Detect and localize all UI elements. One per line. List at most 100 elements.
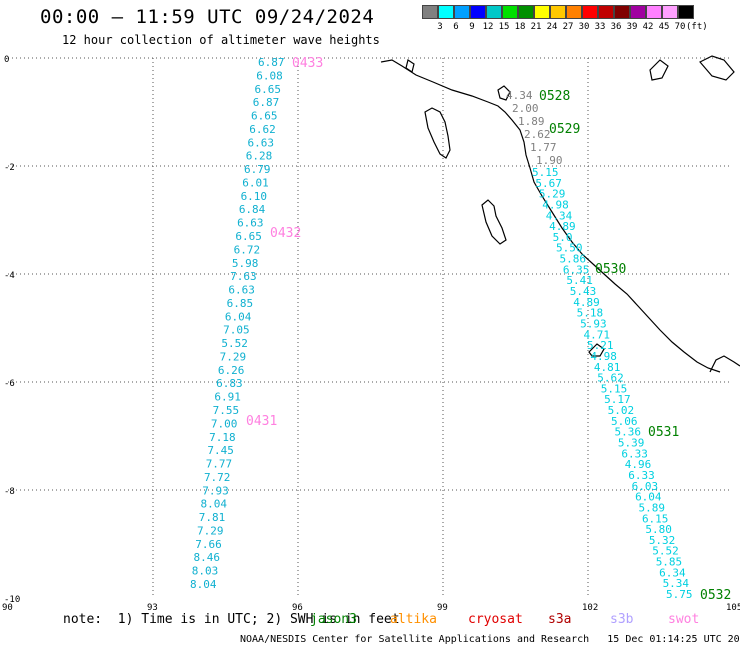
- legend-swatch: [518, 5, 534, 19]
- swh-value-east: 4.81: [594, 361, 621, 374]
- legend-label: 12: [482, 22, 494, 32]
- legend-label: 24: [546, 22, 558, 32]
- swh-value-west: 6.28: [246, 150, 272, 163]
- swh-value-east: 5.18: [577, 307, 604, 320]
- swh-value-east: 5.43: [570, 285, 597, 298]
- swh-value-west: 6.65: [251, 110, 278, 123]
- swh-value-east: 5.29: [539, 188, 566, 201]
- swh-value-west: 6.87: [258, 56, 285, 69]
- legend-label: 18: [514, 22, 526, 32]
- swh-value-east: 5.21: [587, 339, 614, 352]
- swh-value-east-shallow: 1.90: [536, 154, 563, 167]
- swh-value-west: 6.65: [235, 230, 261, 243]
- swh-value-east-shallow: 4.34: [506, 89, 533, 102]
- swh-value-east: 5.62: [597, 372, 624, 385]
- pass-time-label: 0528: [539, 89, 570, 104]
- swh-value-west: 8.46: [193, 551, 220, 564]
- legend-swatch: [646, 5, 662, 19]
- swh-value-east: 5.34: [663, 577, 690, 590]
- enggano-island: [588, 343, 605, 357]
- map-grid: [8, 57, 732, 598]
- swh-value-west: 6.08: [256, 69, 283, 82]
- legend-label: 33: [594, 22, 606, 32]
- java-west-coast: [709, 355, 740, 373]
- legend-swatch: [534, 5, 550, 19]
- color-legend: [422, 5, 694, 21]
- legend-swatch: [486, 5, 502, 19]
- swh-value-east-shallow: 1.77: [530, 141, 557, 154]
- swh-value-west: 6.63: [248, 136, 274, 149]
- nias-island: [497, 85, 511, 101]
- swh-value-east: 5.52: [652, 545, 679, 558]
- swh-value-east: 6.04: [635, 491, 662, 504]
- swh-value-west: 6.85: [227, 297, 254, 310]
- lon-label: 99: [437, 603, 448, 613]
- swh-value-west: 6.91: [214, 391, 241, 404]
- coastline: [380, 55, 740, 373]
- swh-value-east: 5.89: [639, 501, 666, 514]
- legend-swatch: [502, 5, 518, 19]
- satellite-label-swot: swot: [668, 612, 700, 627]
- map-subtitle: 12 hour collection of altimeter wave hei…: [62, 33, 380, 47]
- pagai-islands: [481, 199, 507, 245]
- swh-value-west: 7.77: [206, 458, 233, 471]
- lat-label: -2: [4, 163, 15, 173]
- swh-value-west: 7.05: [223, 324, 250, 337]
- swh-value-east: 6.03: [632, 480, 659, 493]
- swh-value-east: 4.98: [542, 198, 569, 211]
- swh-value-east: 5.02: [608, 404, 635, 417]
- swh-value-west: 6.79: [244, 163, 270, 176]
- lat-label: -6: [4, 379, 15, 389]
- swh-value-east: 4.98: [590, 350, 617, 363]
- swh-value-east: 5.86: [559, 253, 586, 266]
- lon-label: 90: [2, 603, 13, 613]
- swh-value-east: 5.80: [645, 523, 672, 536]
- swh-value-east-shallow: 2.00: [512, 102, 539, 115]
- legend-swatch: [438, 5, 454, 19]
- satellite-label-s3a: s3a: [548, 612, 572, 627]
- legend-label: 36: [610, 22, 622, 32]
- swh-value-west: 7.18: [209, 431, 236, 444]
- swh-value-east: 4.71: [584, 328, 611, 341]
- lat-label: -4: [4, 271, 15, 281]
- swh-value-west: 6.84: [239, 203, 266, 216]
- legend-label: 6: [453, 22, 459, 32]
- swh-value-east: 5.50: [556, 242, 583, 255]
- swh-value-west: 6.04: [225, 310, 252, 323]
- legend-label: 39: [626, 22, 638, 32]
- lon-label: 102: [582, 603, 598, 613]
- legend-swatch: [422, 5, 438, 19]
- swh-value-west: 6.26: [218, 364, 245, 377]
- swh-value-east: 4.34: [546, 209, 573, 222]
- swh-value-west: 6.65: [255, 83, 282, 96]
- swh-value-west: 7.29: [220, 350, 247, 363]
- legend-swatch: [566, 5, 582, 19]
- swh-value-west: 7.45: [207, 444, 234, 457]
- legend-swatch: [678, 5, 694, 19]
- legend-label: 70: [674, 22, 686, 32]
- bangka-island: [699, 55, 735, 81]
- legend-swatch: [454, 5, 470, 19]
- legend-swatch: [470, 5, 486, 19]
- footer-credit: NOAA/NESDIS Center for Satellite Applica…: [240, 634, 740, 645]
- satellite-label-cryosat: cryosat: [468, 612, 523, 627]
- legend-label: 30: [578, 22, 590, 32]
- swh-value-east-shallow: 2.62: [524, 128, 551, 141]
- lon-label: 105: [726, 603, 740, 613]
- swh-value-west: 5.52: [221, 337, 248, 350]
- swh-value-east: 5.32: [649, 534, 676, 547]
- legend-swatch: [614, 5, 630, 19]
- sumatra-coastline: [380, 59, 721, 373]
- swh-value-west: 8.03: [192, 565, 219, 578]
- swh-value-east: 5.17: [604, 393, 631, 406]
- swh-value-east: 5.36: [614, 426, 641, 439]
- legend-label: 9: [469, 22, 475, 32]
- swh-value-west: 8.04: [190, 578, 217, 591]
- legend-label: 21: [530, 22, 542, 32]
- legend-label: 42: [642, 22, 654, 32]
- swh-value-west: 7.72: [204, 471, 231, 484]
- legend-swatch: [630, 5, 646, 19]
- swh-value-west: 7.93: [202, 484, 229, 497]
- pass-time-label: 0532: [700, 588, 731, 603]
